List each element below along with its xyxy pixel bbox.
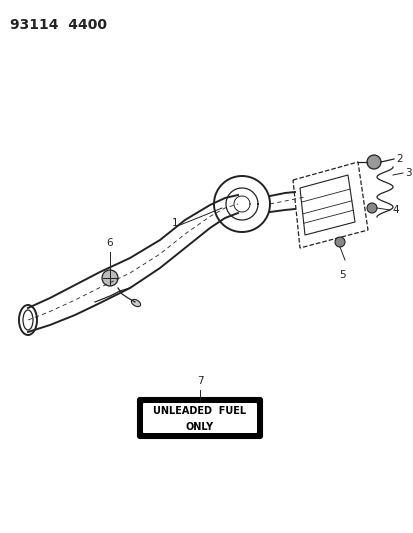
Text: 93114  4400: 93114 4400 xyxy=(10,18,107,32)
Circle shape xyxy=(102,270,118,286)
Text: 2: 2 xyxy=(395,154,402,164)
FancyBboxPatch shape xyxy=(138,398,261,438)
Text: 7: 7 xyxy=(196,376,203,386)
Circle shape xyxy=(334,237,344,247)
Text: 5: 5 xyxy=(339,270,346,280)
Text: 3: 3 xyxy=(404,168,411,178)
Text: ONLY: ONLY xyxy=(185,422,214,432)
Text: 6: 6 xyxy=(107,238,113,248)
Circle shape xyxy=(366,155,380,169)
Circle shape xyxy=(366,203,376,213)
Text: 1: 1 xyxy=(171,218,178,228)
FancyBboxPatch shape xyxy=(142,403,256,433)
Text: 4: 4 xyxy=(391,205,398,215)
Ellipse shape xyxy=(131,300,140,306)
Text: UNLEADED  FUEL: UNLEADED FUEL xyxy=(153,406,246,416)
